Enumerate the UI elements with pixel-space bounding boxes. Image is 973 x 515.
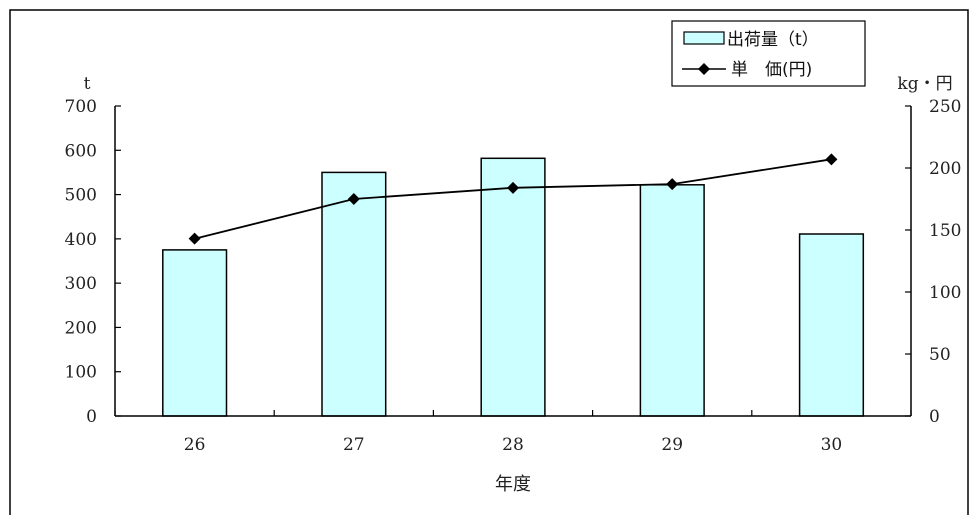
y-tick-label-400: 400 [65, 230, 97, 250]
axes [114, 106, 912, 417]
y-axis-unit: t [84, 74, 91, 94]
y2-tick-label-250: 250 [929, 97, 961, 117]
price-point-26 [188, 232, 201, 245]
y2-tick-label-200: 200 [929, 159, 961, 179]
price-point-30 [825, 153, 838, 166]
y-tick-label-500: 500 [65, 186, 97, 206]
y-tick-label-700: 700 [65, 97, 97, 117]
x-tick-label-28: 28 [502, 435, 524, 455]
bar-26 [162, 249, 228, 417]
legend-bar-swatch [683, 31, 725, 45]
y-tick-label-200: 200 [65, 318, 97, 338]
ticks: 0 100 200 300 400 500 600 700 0 50 100 150 200 250 26 2… [65, 97, 962, 455]
bar-27 [321, 171, 387, 417]
price-point-28 [507, 181, 519, 194]
x-tick-label-29: 29 [661, 435, 683, 455]
legend-line-marker [698, 63, 710, 75]
legend-line-label: 単 価(円) [731, 60, 812, 80]
price-line [188, 153, 838, 245]
y2-tick-label-150: 150 [929, 221, 961, 241]
y-tick-label-100: 100 [65, 363, 97, 383]
legend: 出荷量（t） 単 価(円) [671, 20, 866, 87]
price-point-27 [347, 193, 360, 205]
bar-29 [639, 184, 705, 417]
y2-tick-label-50: 50 [929, 345, 951, 365]
x-axis-label: 年度 [495, 474, 531, 495]
price-point-29 [666, 178, 679, 191]
legend-bar-label: 出荷量（t） [727, 30, 819, 50]
y-tick-label-300: 300 [65, 274, 97, 294]
x-tick-label-30: 30 [821, 435, 843, 455]
x-tick-label-26: 26 [184, 435, 206, 455]
y-tick-label-0: 0 [86, 407, 97, 427]
x-tick-label-27: 27 [343, 435, 365, 455]
y-tick-label-600: 600 [65, 141, 97, 161]
bar-28 [480, 157, 546, 417]
y2-axis-unit: kg・円 [897, 74, 952, 94]
y2-tick-label-100: 100 [929, 283, 961, 303]
y2-tick-label-0: 0 [929, 407, 940, 427]
bar-30 [798, 233, 865, 417]
